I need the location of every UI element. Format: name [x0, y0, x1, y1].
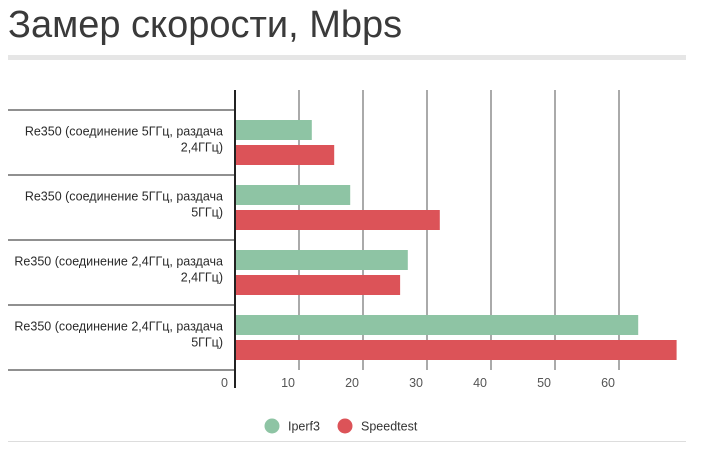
- bars: [234, 90, 677, 388]
- legend-marker-iperf3: [264, 418, 280, 434]
- x-tick-label-40: 40: [473, 376, 487, 390]
- bar-iperf3-3: [235, 250, 408, 270]
- legend-label-iperf3: Iperf3: [288, 420, 320, 434]
- bar-speedtest-4: [235, 340, 677, 360]
- category-labels: Re350 (соединение 5ГГц, раздача 2,4ГГц) Re…: [14, 125, 223, 350]
- bar-speedtest-2: [235, 210, 440, 230]
- bar-speedtest-3: [235, 275, 401, 295]
- bar-iperf3-1: [235, 120, 312, 140]
- x-tick-label-30: 30: [409, 376, 423, 390]
- x-axis-ticks: 0 10 20 30 40 50 60: [221, 376, 615, 390]
- legend-label-speedtest: Speedtest: [361, 420, 418, 434]
- x-tick-label-50: 50: [537, 376, 551, 390]
- category-label-3: Re350 (соединение 2,4ГГц, раздача 2,4ГГц): [14, 255, 223, 285]
- x-tick-label-10: 10: [281, 376, 295, 390]
- bar-iperf3-4: [235, 315, 639, 335]
- page-title: Замер скорости, Mbps: [8, 4, 403, 46]
- x-tick-label-60: 60: [601, 376, 615, 390]
- bar-iperf3-2: [235, 185, 351, 205]
- x-tick-label-0: 0: [221, 376, 228, 390]
- title-divider: [8, 55, 686, 60]
- legend-marker-speedtest: [337, 418, 353, 434]
- legend: Iperf3 Speedtest: [264, 418, 418, 434]
- category-label-4: Re350 (соединение 2,4ГГц, раздача 5ГГц): [14, 320, 223, 350]
- category-label-1: Re350 (соединение 5ГГц, раздача 2,4ГГц): [25, 125, 223, 155]
- bar-speedtest-1: [235, 145, 335, 165]
- bottom-divider: [8, 441, 686, 442]
- category-label-2: Re350 (соединение 5ГГц, раздача 5ГГц): [25, 190, 223, 220]
- x-tick-label-20: 20: [345, 376, 359, 390]
